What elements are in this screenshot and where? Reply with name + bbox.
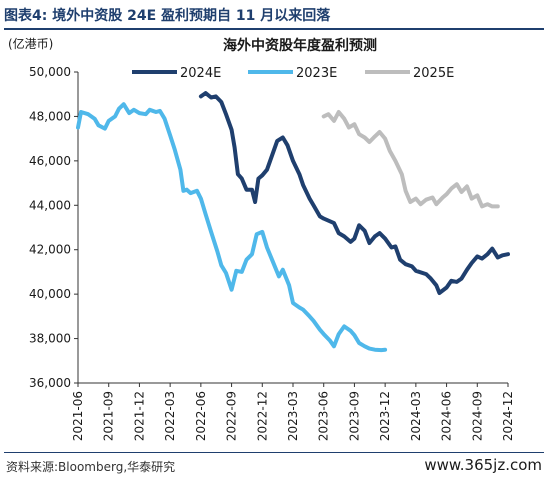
x-tick-label: 2021-12 — [132, 391, 146, 441]
x-tick-label: 2024-09 — [470, 391, 484, 441]
title-rule — [4, 28, 544, 30]
watermark: www.365jz.com — [424, 456, 542, 474]
x-tick-label: 2023-09 — [347, 391, 361, 441]
x-tick-label: 2022-12 — [255, 391, 269, 441]
y-tick-label: 44,000 — [29, 198, 71, 212]
legend-label-2023E: 2023E — [296, 66, 337, 81]
y-tick-label: 40,000 — [29, 287, 71, 301]
footer-rule — [4, 452, 544, 453]
x-tick-label: 2024-12 — [501, 391, 515, 441]
series-line-2023E — [76, 102, 388, 353]
y-tick-label: 48,000 — [29, 109, 71, 123]
series-line-2025E — [321, 110, 500, 209]
x-tick-label: 2024-06 — [440, 391, 454, 441]
y-tick-label: 46,000 — [29, 154, 71, 168]
y-tick-label: 38,000 — [29, 332, 71, 346]
y-tick-label: 42,000 — [29, 243, 71, 257]
x-tick-label: 2023-12 — [378, 391, 392, 441]
x-tick-label: 2023-03 — [286, 391, 300, 441]
x-tick-label: 2021-06 — [71, 391, 85, 441]
unit-label: (亿港币) — [8, 36, 53, 51]
x-tick-label: 2021-09 — [102, 391, 116, 441]
legend: 2024E 2023E 2025E — [132, 66, 454, 81]
x-tick-label: 2024-03 — [409, 391, 423, 441]
axes: 36,000 38,000 40,000 42,000 44,000 46,000 48,0… — [29, 65, 515, 441]
legend-label-2024E: 2024E — [180, 66, 221, 81]
x-tick-label: 2022-03 — [163, 391, 177, 441]
x-tick-label: 2022-09 — [225, 391, 239, 441]
figure-label: 图表4: 境外中资股 24E 盈利预期自 11 月以来回落 — [4, 8, 331, 24]
x-tick-label: 2022-06 — [194, 391, 208, 441]
chart-title: 海外中资股年度盈利预测 — [223, 37, 377, 54]
legend-label-2025E: 2025E — [413, 66, 454, 81]
source-note: 资料来源:Bloomberg,华泰研究 — [6, 460, 176, 474]
series-layer — [76, 91, 510, 353]
y-tick-label: 36,000 — [29, 376, 71, 390]
x-tick-label: 2023-06 — [317, 391, 331, 441]
series-line-2024E — [198, 91, 510, 295]
y-tick-label: 50,000 — [29, 65, 71, 79]
